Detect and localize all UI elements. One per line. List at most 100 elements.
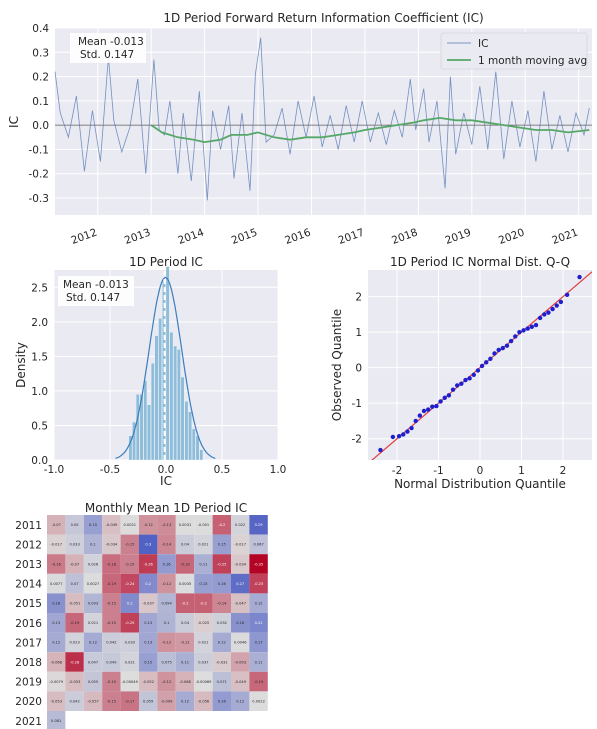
hm-row-label: 2012 <box>15 539 42 551</box>
ts-x-tick-label: 2018 <box>390 227 419 247</box>
hm-cell <box>212 554 231 574</box>
hm-cell-label: 0.16 <box>218 700 227 704</box>
hm-cell-label: 0.16 <box>163 562 172 566</box>
hm-cell-label: -0.14 <box>162 543 172 547</box>
hm-cell-label: -0.14 <box>217 602 227 606</box>
qq-y-tick-label: -1 <box>352 398 362 410</box>
hm-cell-label: -0.35 <box>254 562 263 566</box>
hm-cell <box>120 671 139 692</box>
hm-cell-label: -0.26 <box>144 562 154 566</box>
hm-cell-label: -0.037 <box>142 602 154 606</box>
hm-cell <box>102 632 121 653</box>
hm-cell <box>102 573 121 594</box>
hm-cell-label: -0.001 <box>198 523 210 527</box>
ts-x-tick-label: 2016 <box>283 226 313 247</box>
hm-cell <box>249 632 268 653</box>
hm-cell <box>194 593 213 613</box>
hm-cell-label: -0.19 <box>254 680 264 684</box>
hm-cell <box>249 691 268 711</box>
ts-mean-text: Mean -0.013 <box>78 36 144 48</box>
hm-cell <box>120 573 139 594</box>
hm-cell-label: -0.15 <box>107 621 116 625</box>
qq-point <box>390 434 396 440</box>
hm-cell <box>65 613 84 633</box>
hist-x-ticks: -1.0 -0.5 0.0 0.5 1.0 <box>44 464 287 476</box>
qq-x-tick-label: 0 <box>477 465 484 477</box>
hist-kde-line <box>115 277 216 459</box>
hm-cell-label: 0.12 <box>52 641 60 645</box>
hm-cell-label: 0.071 <box>217 680 227 684</box>
hm-cell <box>231 515 250 535</box>
qq-point <box>401 432 406 437</box>
hm-cell <box>249 652 268 672</box>
hm-cell <box>212 573 231 594</box>
hm-cell-label: 0.13 <box>144 641 152 645</box>
qq-point <box>492 351 497 356</box>
qq-point <box>508 338 514 344</box>
hm-cell-label: -0.25 <box>254 582 263 586</box>
hm-cell <box>47 671 66 692</box>
hm-cell <box>212 691 231 711</box>
hm-cell-label: 0.021 <box>125 660 135 664</box>
hm-row-label: 2017 <box>15 637 42 649</box>
hm-cell <box>175 534 195 555</box>
hm-cell-label: -0.19 <box>107 582 117 586</box>
hm-cell-label: -0.2 <box>218 523 225 527</box>
hm-cell <box>194 613 213 633</box>
hm-cell-label: -0.12 <box>162 582 171 586</box>
hist-bar <box>165 266 170 461</box>
qq-plot-chart: -2 -1 0 1 2 -2 -1 0 1 2 1D Period IC Normal Dist… <box>330 255 592 491</box>
hm-cell-label: -0.051 <box>69 602 81 606</box>
hm-cell <box>231 632 250 653</box>
qq-x-axis-label: Normal Distribution Quantile <box>394 477 566 491</box>
hm-cell <box>212 652 231 672</box>
ts-ic-line <box>54 37 590 201</box>
hm-cell <box>120 515 139 535</box>
hm-cell-label: 0.032 <box>217 621 227 625</box>
hist-bar <box>199 449 204 461</box>
hm-cell-label: 0.033 <box>125 641 135 645</box>
hist-bar <box>154 335 159 461</box>
ts-x-tick-label: 2021 <box>550 227 579 247</box>
hm-cell-label: -0.12 <box>162 641 171 645</box>
qq-y-axis-label: Observed Quantile <box>330 309 344 421</box>
hm-cell <box>83 515 103 535</box>
hm-cell-label: -0.19 <box>180 562 190 566</box>
hm-title: Monthly Mean 1D Period IC <box>85 501 247 515</box>
hist-y-tick-label: 0.0 <box>31 455 48 467</box>
hm-cell <box>231 613 250 633</box>
hm-cell <box>175 652 195 672</box>
hm-cell <box>212 534 231 555</box>
hm-cell-label: 0.081 <box>51 719 61 723</box>
hm-cell-label: 0.15 <box>199 582 207 586</box>
hist-kde-curve <box>115 266 216 460</box>
hm-cell-label: -0.034 <box>106 543 118 547</box>
qq-point <box>542 312 547 317</box>
hm-cell-label: 0.15 <box>144 660 152 664</box>
hm-cell <box>83 554 103 574</box>
ic-time-series-chart: 0.4 0.3 0.2 0.1 0.0 -0.1 -0.2 -0.3 2012 2013 2014… <box>7 11 592 247</box>
hm-cell-label: -0.00069 <box>195 680 212 684</box>
hist-bar <box>150 363 155 461</box>
hm-cell <box>157 515 176 535</box>
qq-point <box>517 329 522 335</box>
hm-cell-label: 0.27 <box>236 582 244 586</box>
qq-y-tick-label: 0 <box>355 363 362 375</box>
hm-cell <box>65 593 84 613</box>
hm-row-label: 2020 <box>15 696 42 708</box>
hist-stats-box: Mean -0.013 Std. 0.147 <box>58 276 134 306</box>
hm-cell <box>194 515 213 535</box>
hm-cell <box>175 573 195 594</box>
hm-cell <box>120 534 139 555</box>
hm-cell-label: 0.05 <box>71 523 79 527</box>
hm-cell-label: 0.042 <box>69 700 79 704</box>
hm-cell-label: -0.049 <box>234 680 246 684</box>
hm-cell-label: -0.2 <box>200 602 207 606</box>
qq-point <box>484 360 489 365</box>
hm-cell-label: -0.25 <box>125 621 134 625</box>
hm-cell-label: 0.11 <box>199 562 207 566</box>
qq-point <box>475 368 481 373</box>
hm-cell-label: 0.033 <box>69 543 79 547</box>
hm-cell <box>249 671 268 692</box>
